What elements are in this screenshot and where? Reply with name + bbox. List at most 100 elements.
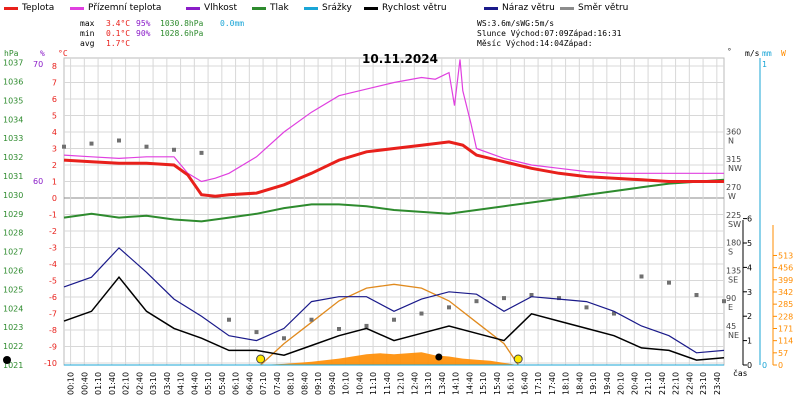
solar-radiation-area <box>260 352 518 365</box>
pressure-tick-label: 1024 <box>3 304 23 313</box>
direction-tick-label: SE <box>728 275 738 284</box>
x-tick-label: 23:40 <box>713 372 722 395</box>
solar-tick-label: 171 <box>778 324 793 333</box>
x-tick-label: 00:10 <box>67 372 76 395</box>
temp-tick-label: -10 <box>44 359 57 368</box>
pressure-tick-label: 1025 <box>3 285 23 294</box>
legend-label: Tlak <box>270 3 289 13</box>
solar-tick-label: 228 <box>778 312 793 321</box>
x-tick-label: 10:40 <box>355 372 364 395</box>
legend-item: Srážky <box>304 3 352 14</box>
legend-swatch <box>560 6 574 10</box>
x-tick-label: 16:40 <box>520 372 529 395</box>
wind-direction-point <box>282 336 286 341</box>
info-sunrise: Slunce Východ:07:09 <box>477 29 569 38</box>
axis-unit-pct: % <box>40 49 45 58</box>
x-tick-label: 04:40 <box>190 372 199 395</box>
x-tick-label: 20:40 <box>630 372 639 395</box>
direction-tick-value: 135 <box>726 266 741 275</box>
temp-tick-label: -2 <box>49 227 57 236</box>
x-tick-label: 08:10 <box>287 372 296 395</box>
solar-tick-label: 399 <box>778 276 793 285</box>
x-tick-label: 01:40 <box>108 372 117 395</box>
wind-direction-point <box>474 299 479 304</box>
direction-tick-value: 360 <box>726 127 741 136</box>
wind-direction-point <box>62 144 66 149</box>
x-tick-label: 22:10 <box>672 372 681 395</box>
x-tick-label: 19:40 <box>603 372 612 395</box>
direction-tick-value: 270 <box>726 183 741 192</box>
x-tick-label: 13:10 <box>424 372 433 395</box>
temp-tick-label: -6 <box>49 293 57 302</box>
pressure-tick-label: 1037 <box>3 59 23 68</box>
wind-direction-point <box>364 323 369 328</box>
x-tick-label: 09:10 <box>314 372 323 395</box>
x-tick-label: 04:10 <box>177 372 186 395</box>
x-tick-label: 06:10 <box>232 372 241 395</box>
wind-direction-point <box>529 293 534 298</box>
info-sunset: Západ:16:31 <box>568 29 622 38</box>
stats-press: 1028.6hPa <box>160 29 204 38</box>
wind-direction-point <box>447 305 451 310</box>
legend-label: Teplota <box>22 3 55 13</box>
stats-press: 1030.8hPa <box>160 19 204 28</box>
direction-tick-value: 90 <box>726 294 736 303</box>
stats-block: max 3.4°C 95% 1030.8hPa 0.0mm min 0.1°C 90% 102… <box>80 19 244 49</box>
legend-item: Směr větru <box>560 3 628 14</box>
axis-unit-degc: °C <box>58 49 68 58</box>
wind-direction-point <box>722 299 726 304</box>
stats-label: min <box>80 29 95 38</box>
wind-direction-point <box>612 311 616 316</box>
temp-tick-label: -4 <box>49 260 57 269</box>
pressure-tick-label: 1035 <box>3 96 23 105</box>
wind-direction-point <box>144 144 149 149</box>
temperature-line <box>63 140 724 198</box>
wind-direction-point <box>502 296 506 301</box>
legend-label: Srážky <box>322 3 352 13</box>
stats-row-min: min 0.1°C 90% 1028.6hPa <box>80 29 244 39</box>
pressure-tick-label: 1028 <box>3 229 23 238</box>
legend-swatch <box>252 6 266 10</box>
temp-tick-label: 2 <box>52 161 57 170</box>
x-tick-label: 20:10 <box>617 372 626 395</box>
x-tick-label: 23:10 <box>699 372 708 395</box>
sun-marker <box>256 354 266 364</box>
temp-tick-label: 1 <box>52 178 57 187</box>
x-tick-label: 08:40 <box>300 372 309 395</box>
theoretical-radiation-line <box>260 283 519 366</box>
x-tick-label: 12:40 <box>410 372 419 395</box>
wind-direction-point <box>584 305 589 310</box>
x-tick-label: 21:10 <box>644 372 653 395</box>
temp-tick-label: -8 <box>49 326 57 335</box>
wind-direction-point <box>667 280 671 285</box>
x-tick-label: 19:10 <box>589 372 598 395</box>
x-tick-label: 14:40 <box>465 372 474 395</box>
stats-row-avg: avg 1.7°C <box>80 39 244 49</box>
pressure-line <box>63 178 725 223</box>
axis-unit-hpa: hPa <box>4 49 19 58</box>
info-moonrise: Měsíc Východ:14:04 <box>477 39 564 48</box>
x-tick-label: 01:10 <box>94 372 103 395</box>
direction-tick-label: SW <box>728 220 741 229</box>
legend-swatch <box>364 6 378 10</box>
pressure-tick-label: 1026 <box>3 267 23 276</box>
solar-tick-label: 513 <box>778 251 793 260</box>
stats-label: max <box>80 19 95 28</box>
axis-unit-ms: m/s <box>745 49 760 58</box>
humidity-tick-label: 60 <box>33 177 43 186</box>
x-tick-label: 17:40 <box>548 372 557 395</box>
rain-tick-label: 1 <box>762 60 767 69</box>
wind-direction-point <box>172 147 176 152</box>
wind-speed-line <box>63 276 725 361</box>
temp-tick-label: -9 <box>49 343 57 352</box>
legend-label: Směr větru <box>578 3 629 13</box>
x-tick-label: 06:40 <box>245 372 254 395</box>
pressure-tick-label: 1030 <box>3 191 23 200</box>
wind-direction-point <box>392 317 396 322</box>
x-tick-label: 21:40 <box>658 372 667 395</box>
moon-marker <box>435 353 443 361</box>
wind-direction-point <box>309 317 314 322</box>
legend-label: Rychlost větru <box>382 3 447 13</box>
temp-tick-label: 0 <box>52 194 57 203</box>
